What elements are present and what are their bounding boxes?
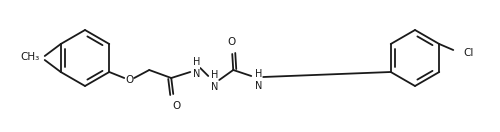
Text: H
N: H N [192, 57, 200, 79]
Text: O: O [227, 37, 235, 47]
Text: H
N: H N [254, 69, 262, 91]
Text: Cl: Cl [463, 48, 473, 58]
Text: O: O [172, 101, 180, 111]
Text: O: O [125, 75, 134, 85]
Text: H
N: H N [210, 70, 218, 92]
Text: CH₃: CH₃ [20, 52, 40, 62]
Text: CH₃: CH₃ [20, 54, 40, 64]
